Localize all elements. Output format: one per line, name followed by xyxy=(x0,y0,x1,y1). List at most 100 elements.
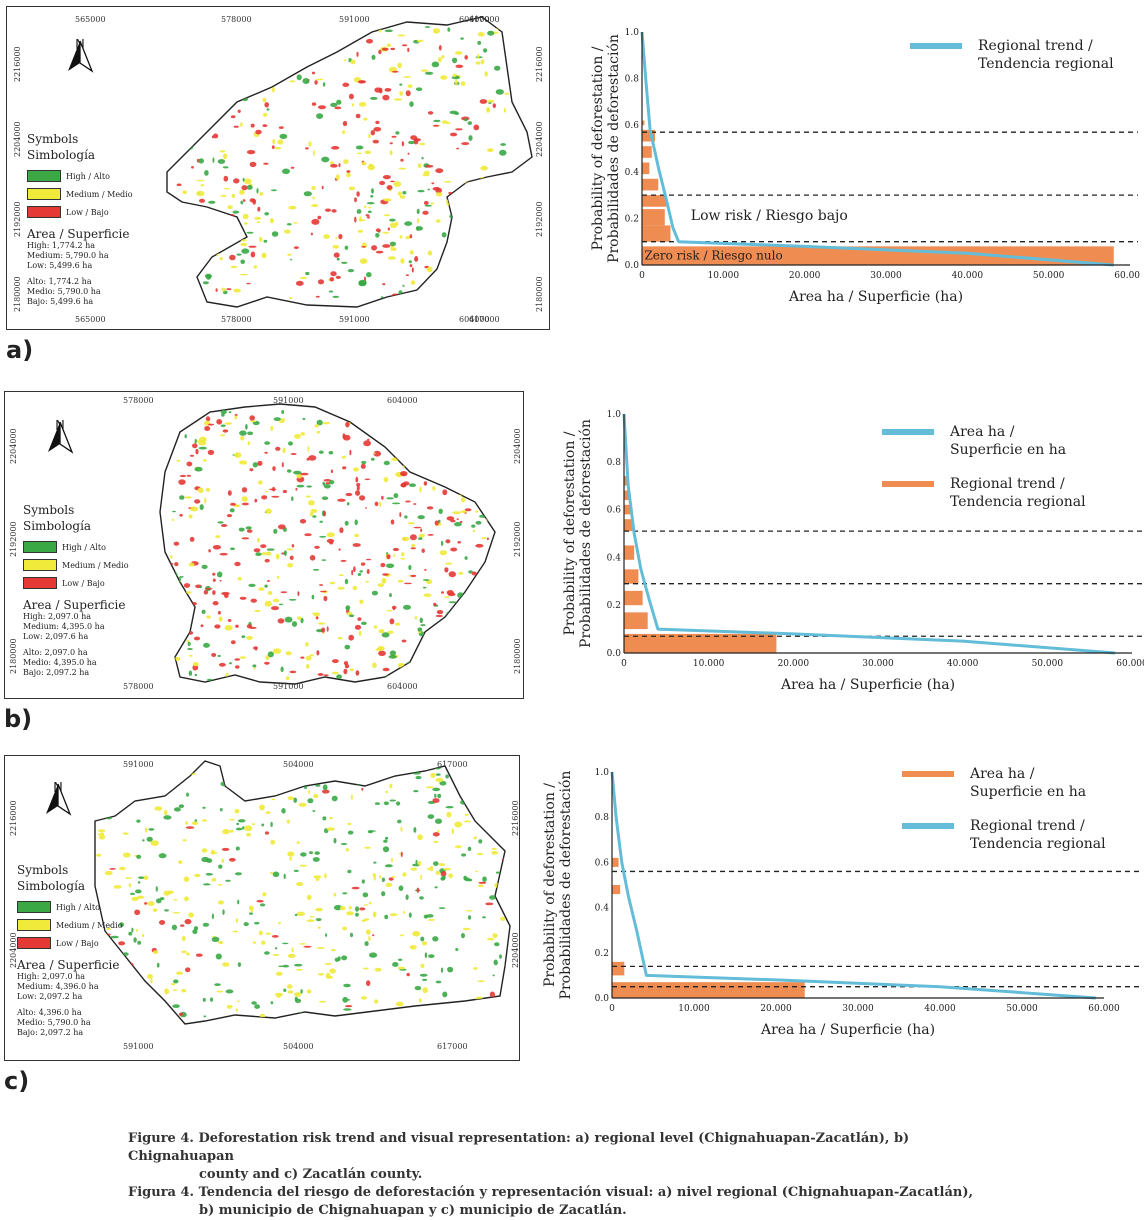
x-tick-label: 60.000 xyxy=(1114,271,1140,281)
y-tick-label: 0.0 xyxy=(607,649,622,659)
x-tick-label: 50.000 xyxy=(1032,659,1064,669)
area-stat-en: Low: 2,097.2 ha xyxy=(17,992,83,1001)
coord-top: 604000 xyxy=(387,396,418,405)
legend-symbols-en: Symbols xyxy=(27,132,79,146)
map-legend: Symbols Simbología High / Alto Medium / M… xyxy=(27,131,133,307)
area-stat-en: High: 2,097.0 ha xyxy=(17,972,86,981)
legend-item-label: High / Alto xyxy=(56,902,100,912)
area-stat-en: Low: 2,097.6 ha xyxy=(23,632,89,641)
legend-item: Medium / Medio xyxy=(27,185,133,203)
coord-left: 2216000 xyxy=(13,46,22,82)
y-tick-label: 0.6 xyxy=(607,506,622,516)
legend-item: High / Alto xyxy=(17,898,123,916)
bar xyxy=(612,961,625,976)
bar xyxy=(642,162,650,175)
coord-left: 2192000 xyxy=(13,201,22,237)
coord-top: 578000 xyxy=(123,396,154,405)
coord-bottom: 578000 xyxy=(221,315,252,324)
coord-bottom: 604000 xyxy=(459,315,490,324)
x-axis-label: Area ha / Superficie (ha) xyxy=(780,677,955,693)
region-outline xyxy=(166,16,533,308)
y-tick-label: 0.2 xyxy=(607,601,621,611)
bar xyxy=(642,146,652,158)
y-tick-label: 0.0 xyxy=(625,261,640,271)
area-stat-en: High: 2,097.0 ha xyxy=(23,612,92,621)
bar xyxy=(642,195,667,207)
legend-swatch xyxy=(27,170,61,182)
coord-left: 2180000 xyxy=(9,638,18,674)
coord-right: 2192000 xyxy=(535,201,544,237)
legend-label: Regional trend / xyxy=(978,38,1093,54)
map-chignahuapan: 578000 591000 604000 578000 591000 604000 2204… xyxy=(4,391,524,699)
chart-zacatlan: 0 10.000 20.000 30.000 40.000 50.000 60.000 0.0… xyxy=(540,752,1144,1052)
coord-bottom: 617000 xyxy=(437,1042,468,1051)
legend-item-label: Low / Bajo xyxy=(56,938,99,948)
bar xyxy=(642,178,659,191)
x-tick-label: 20.000 xyxy=(778,659,810,669)
legend-item-label: Medium / Medio xyxy=(62,560,129,570)
y-tick-label: 1.0 xyxy=(625,28,640,38)
legend-item-label: Low / Bajo xyxy=(66,207,109,217)
chart-annotation: Low risk / Riesgo bajo xyxy=(691,208,848,224)
y-tick-label: 0.8 xyxy=(595,813,610,823)
legend-swatch xyxy=(882,429,934,435)
area-stat-en: High: 1,774.2 ha xyxy=(27,241,96,250)
bar xyxy=(624,504,631,515)
coord-left: 2216000 xyxy=(9,800,18,836)
caption-en-line1: Figure 4. Deforestation risk trend and v… xyxy=(128,1131,910,1164)
coord-left: 2204000 xyxy=(13,121,22,157)
legend-swatch xyxy=(882,481,934,487)
legend-item: Low / Bajo xyxy=(17,934,123,952)
legend-symbols-es: Simbología xyxy=(23,519,92,533)
y-tick-label: 0.4 xyxy=(595,904,610,914)
x-tick-label: 30.000 xyxy=(842,1004,874,1014)
area-stat-es: Medio: 5,790.0 ha xyxy=(17,1018,91,1027)
bar xyxy=(624,569,639,584)
legend-label: Tendencia regional xyxy=(970,836,1106,852)
legend-swatch xyxy=(17,937,51,949)
x-tick-label: 10.000 xyxy=(708,271,740,281)
x-tick-label: 0 xyxy=(639,271,645,281)
legend-area-title: Area / Superficie xyxy=(27,227,130,241)
x-tick-label: 50.000 xyxy=(1006,1004,1038,1014)
area-stat-en: Medium: 4,395.0 ha xyxy=(23,622,105,631)
bar xyxy=(624,633,777,653)
north-arrow-icon: N xyxy=(45,420,75,470)
region-outline xyxy=(94,760,511,1025)
north-arrow-icon: N xyxy=(65,39,95,89)
area-stat-es: Bajo: 5,499.6 ha xyxy=(27,297,94,306)
bar xyxy=(624,519,633,532)
legend-item-label: Medium / Medio xyxy=(66,189,133,199)
legend-swatch xyxy=(910,43,962,49)
chart-svg: 0 10.000 20.000 30.000 40.000 50.000 60.000 0.0… xyxy=(590,28,1146,305)
area-stat-es: Medio: 4,395.0 ha xyxy=(23,658,97,667)
y-axis-label: Probabilidades de deforestación xyxy=(578,419,594,648)
y-tick-label: 0.0 xyxy=(595,994,610,1004)
coord-bottom: 604000 xyxy=(387,682,418,691)
legend-item-label: Medium / Medio xyxy=(56,920,123,930)
y-tick-label: 0.8 xyxy=(607,458,622,468)
bar xyxy=(612,885,621,895)
chart-svg: 0 10.000 20.000 30.000 40.000 50.000 60.000 0.0… xyxy=(562,410,1148,693)
legend-symbols-es: Simbología xyxy=(17,879,86,893)
coord-left: 2192000 xyxy=(9,521,18,557)
coord-right: 2204000 xyxy=(513,428,522,464)
area-stat-es: Alto: 1,774.2 ha xyxy=(27,277,92,286)
coord-bottom: 617000 xyxy=(469,315,500,324)
bar xyxy=(612,857,619,867)
y-tick-label: 0.2 xyxy=(625,214,639,224)
legend-swatch xyxy=(902,823,954,829)
map-legend: Symbols Simbología High / Alto Medium / M… xyxy=(23,502,129,678)
legend-label: Superficie en ha xyxy=(950,442,1066,458)
caption-es-line2: b) municipio de Chignahuapan y c) munici… xyxy=(199,1203,627,1218)
x-axis-label: Area ha / Superficie (ha) xyxy=(788,289,963,305)
legend-label: Area ha / xyxy=(949,424,1015,440)
coord-top: 591000 xyxy=(273,396,304,405)
risk-patches xyxy=(95,765,510,1019)
legend-swatch xyxy=(902,771,954,777)
legend-label: Area ha / xyxy=(969,766,1035,782)
coord-top: 617000 xyxy=(469,15,500,24)
legend-item: Low / Bajo xyxy=(27,203,133,221)
y-tick-label: 1.0 xyxy=(607,410,622,420)
coord-right: 2204000 xyxy=(511,932,520,968)
